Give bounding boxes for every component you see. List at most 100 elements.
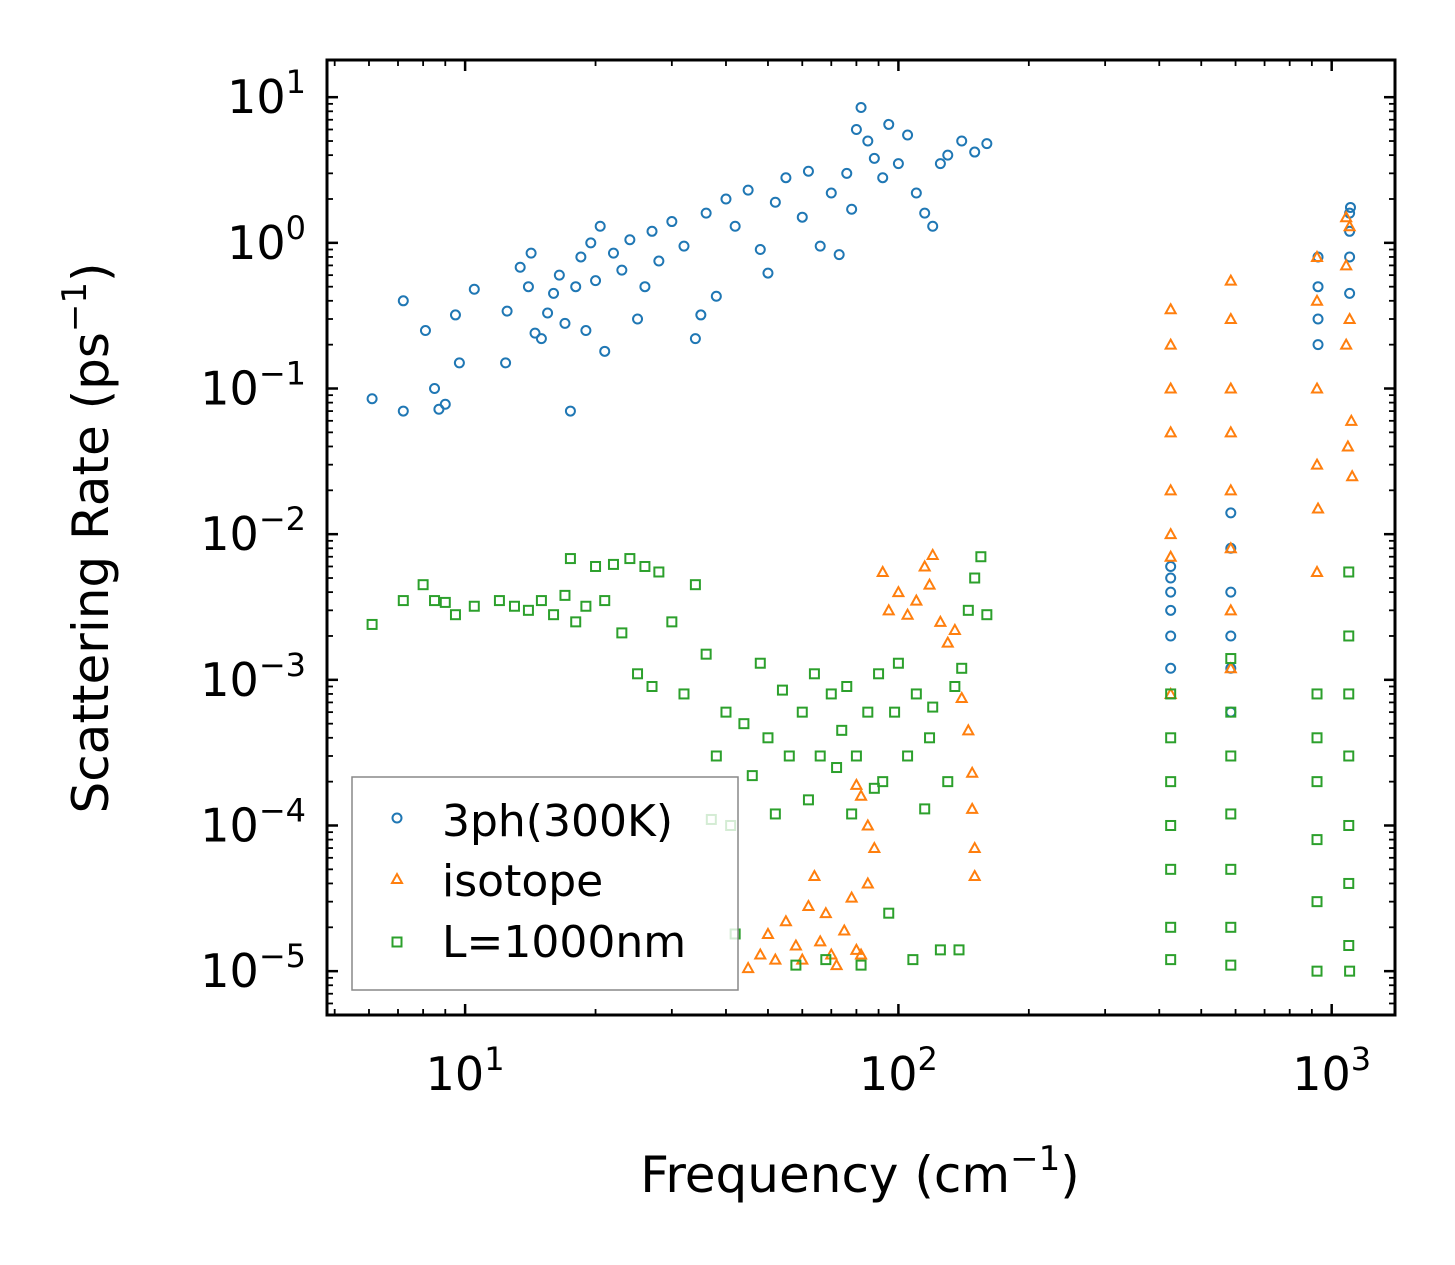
x-tick-label: 101 [426, 1040, 505, 1101]
series-square [366, 551, 1356, 977]
data-point-triangle [967, 868, 982, 882]
tick-exponent: −5 [259, 937, 306, 975]
data-point-circle [514, 261, 526, 273]
data-point-square [624, 553, 636, 565]
data-point-square [814, 750, 826, 762]
data-point-triangle [813, 934, 827, 947]
data-point-circle [585, 237, 597, 249]
data-point-triangle [1310, 381, 1324, 394]
data-point-square [1344, 965, 1356, 977]
data-point-circle [729, 220, 741, 232]
data-point-square [397, 595, 409, 607]
data-point-triangle [1310, 293, 1324, 306]
data-point-square [1165, 732, 1177, 744]
data-point-square [1311, 776, 1323, 788]
data-point-circle [564, 405, 576, 417]
data-point-square [417, 579, 429, 591]
data-point-square [783, 750, 795, 762]
data-point-square [1225, 750, 1237, 762]
data-point-square [429, 595, 441, 607]
data-point-triangle [807, 868, 822, 882]
data-point-circle [969, 146, 981, 158]
y-axis-label: Scattering Rate (ps−1) [55, 262, 120, 813]
data-point-square [564, 553, 576, 565]
data-point-circle [1165, 572, 1177, 584]
data-point-square [1343, 750, 1355, 762]
data-point-square [559, 589, 571, 601]
data-point-square [1165, 819, 1177, 831]
data-point-triangle [1224, 381, 1238, 394]
tick-base: 10 [200, 362, 259, 416]
tick-exponent: −1 [259, 355, 306, 393]
legend-marker-triangle [390, 871, 404, 884]
data-point-circle [1165, 560, 1177, 572]
data-point-circle [525, 247, 537, 259]
data-point-triangle [933, 614, 948, 627]
plot-frame [325, 58, 1397, 1017]
data-point-square [927, 701, 939, 713]
data-point-circle [1225, 630, 1237, 642]
data-point-circle [594, 220, 606, 232]
series-circle [366, 101, 1356, 718]
y-tick-label: 100 [227, 209, 306, 270]
data-point-square [689, 579, 701, 591]
data-point-square [962, 604, 974, 616]
data-point-triangle [1345, 469, 1359, 482]
data-point-square [1343, 940, 1355, 952]
data-point-circle [689, 333, 701, 345]
data-point-triangle [1163, 527, 1178, 540]
data-point-circle [862, 135, 874, 147]
data-point-square [831, 762, 843, 774]
data-point-square [590, 560, 602, 572]
data-point-circle [575, 251, 587, 263]
data-point-square [1343, 877, 1355, 889]
data-point-circle [500, 357, 512, 369]
data-point-circle [453, 357, 465, 369]
tick-base: 10 [426, 1047, 485, 1101]
tick-base: 10 [227, 216, 286, 270]
data-point-circle [501, 305, 513, 317]
data-point-circle [1312, 339, 1324, 351]
y-tick-label: 10−1 [200, 355, 306, 416]
data-point-triangle [849, 942, 864, 955]
data-point-triangle [1310, 564, 1324, 577]
legend-label-3ph: 3ph(300K) [442, 796, 673, 847]
legend: 3ph(300K) isotope L=1000nm [351, 776, 739, 991]
data-point-square [468, 600, 480, 612]
data-point-circle [678, 240, 690, 252]
data-point-square [548, 609, 560, 621]
data-point-circle [762, 267, 774, 279]
data-point-square [720, 706, 732, 718]
y-tick-label: 10−3 [200, 646, 306, 707]
data-point-square [892, 657, 904, 669]
data-point-circle [553, 269, 565, 281]
data-point-square [841, 680, 853, 692]
data-point-triangle [917, 559, 932, 572]
data-point-circle [769, 196, 781, 208]
data-point-triangle [876, 564, 890, 577]
tick-exponent: 1 [286, 63, 306, 101]
legend-label-isotope: isotope [442, 856, 603, 907]
data-point-circle [1165, 662, 1177, 674]
data-point-circle [720, 193, 732, 205]
tick-exponent: −2 [259, 500, 306, 538]
data-point-circle [780, 172, 792, 184]
data-point-square [1311, 896, 1323, 908]
data-point-square [493, 595, 505, 607]
y-tick-label: 10−2 [200, 500, 306, 561]
data-point-circle [1312, 313, 1324, 325]
data-point-circle [419, 325, 431, 337]
data-point-triangle [867, 840, 882, 854]
data-point-square [776, 684, 788, 696]
data-point-circle [548, 287, 560, 299]
data-point-square [646, 680, 658, 692]
data-point-square [1225, 863, 1237, 875]
data-point-triangle [1311, 501, 1325, 514]
data-point-circle [599, 345, 611, 357]
data-point-square [942, 776, 954, 788]
data-point-triangle [849, 777, 864, 790]
data-point-circle [850, 123, 862, 135]
data-point-circle [841, 167, 853, 179]
data-point-square [1225, 921, 1237, 933]
legend-box [351, 776, 739, 991]
